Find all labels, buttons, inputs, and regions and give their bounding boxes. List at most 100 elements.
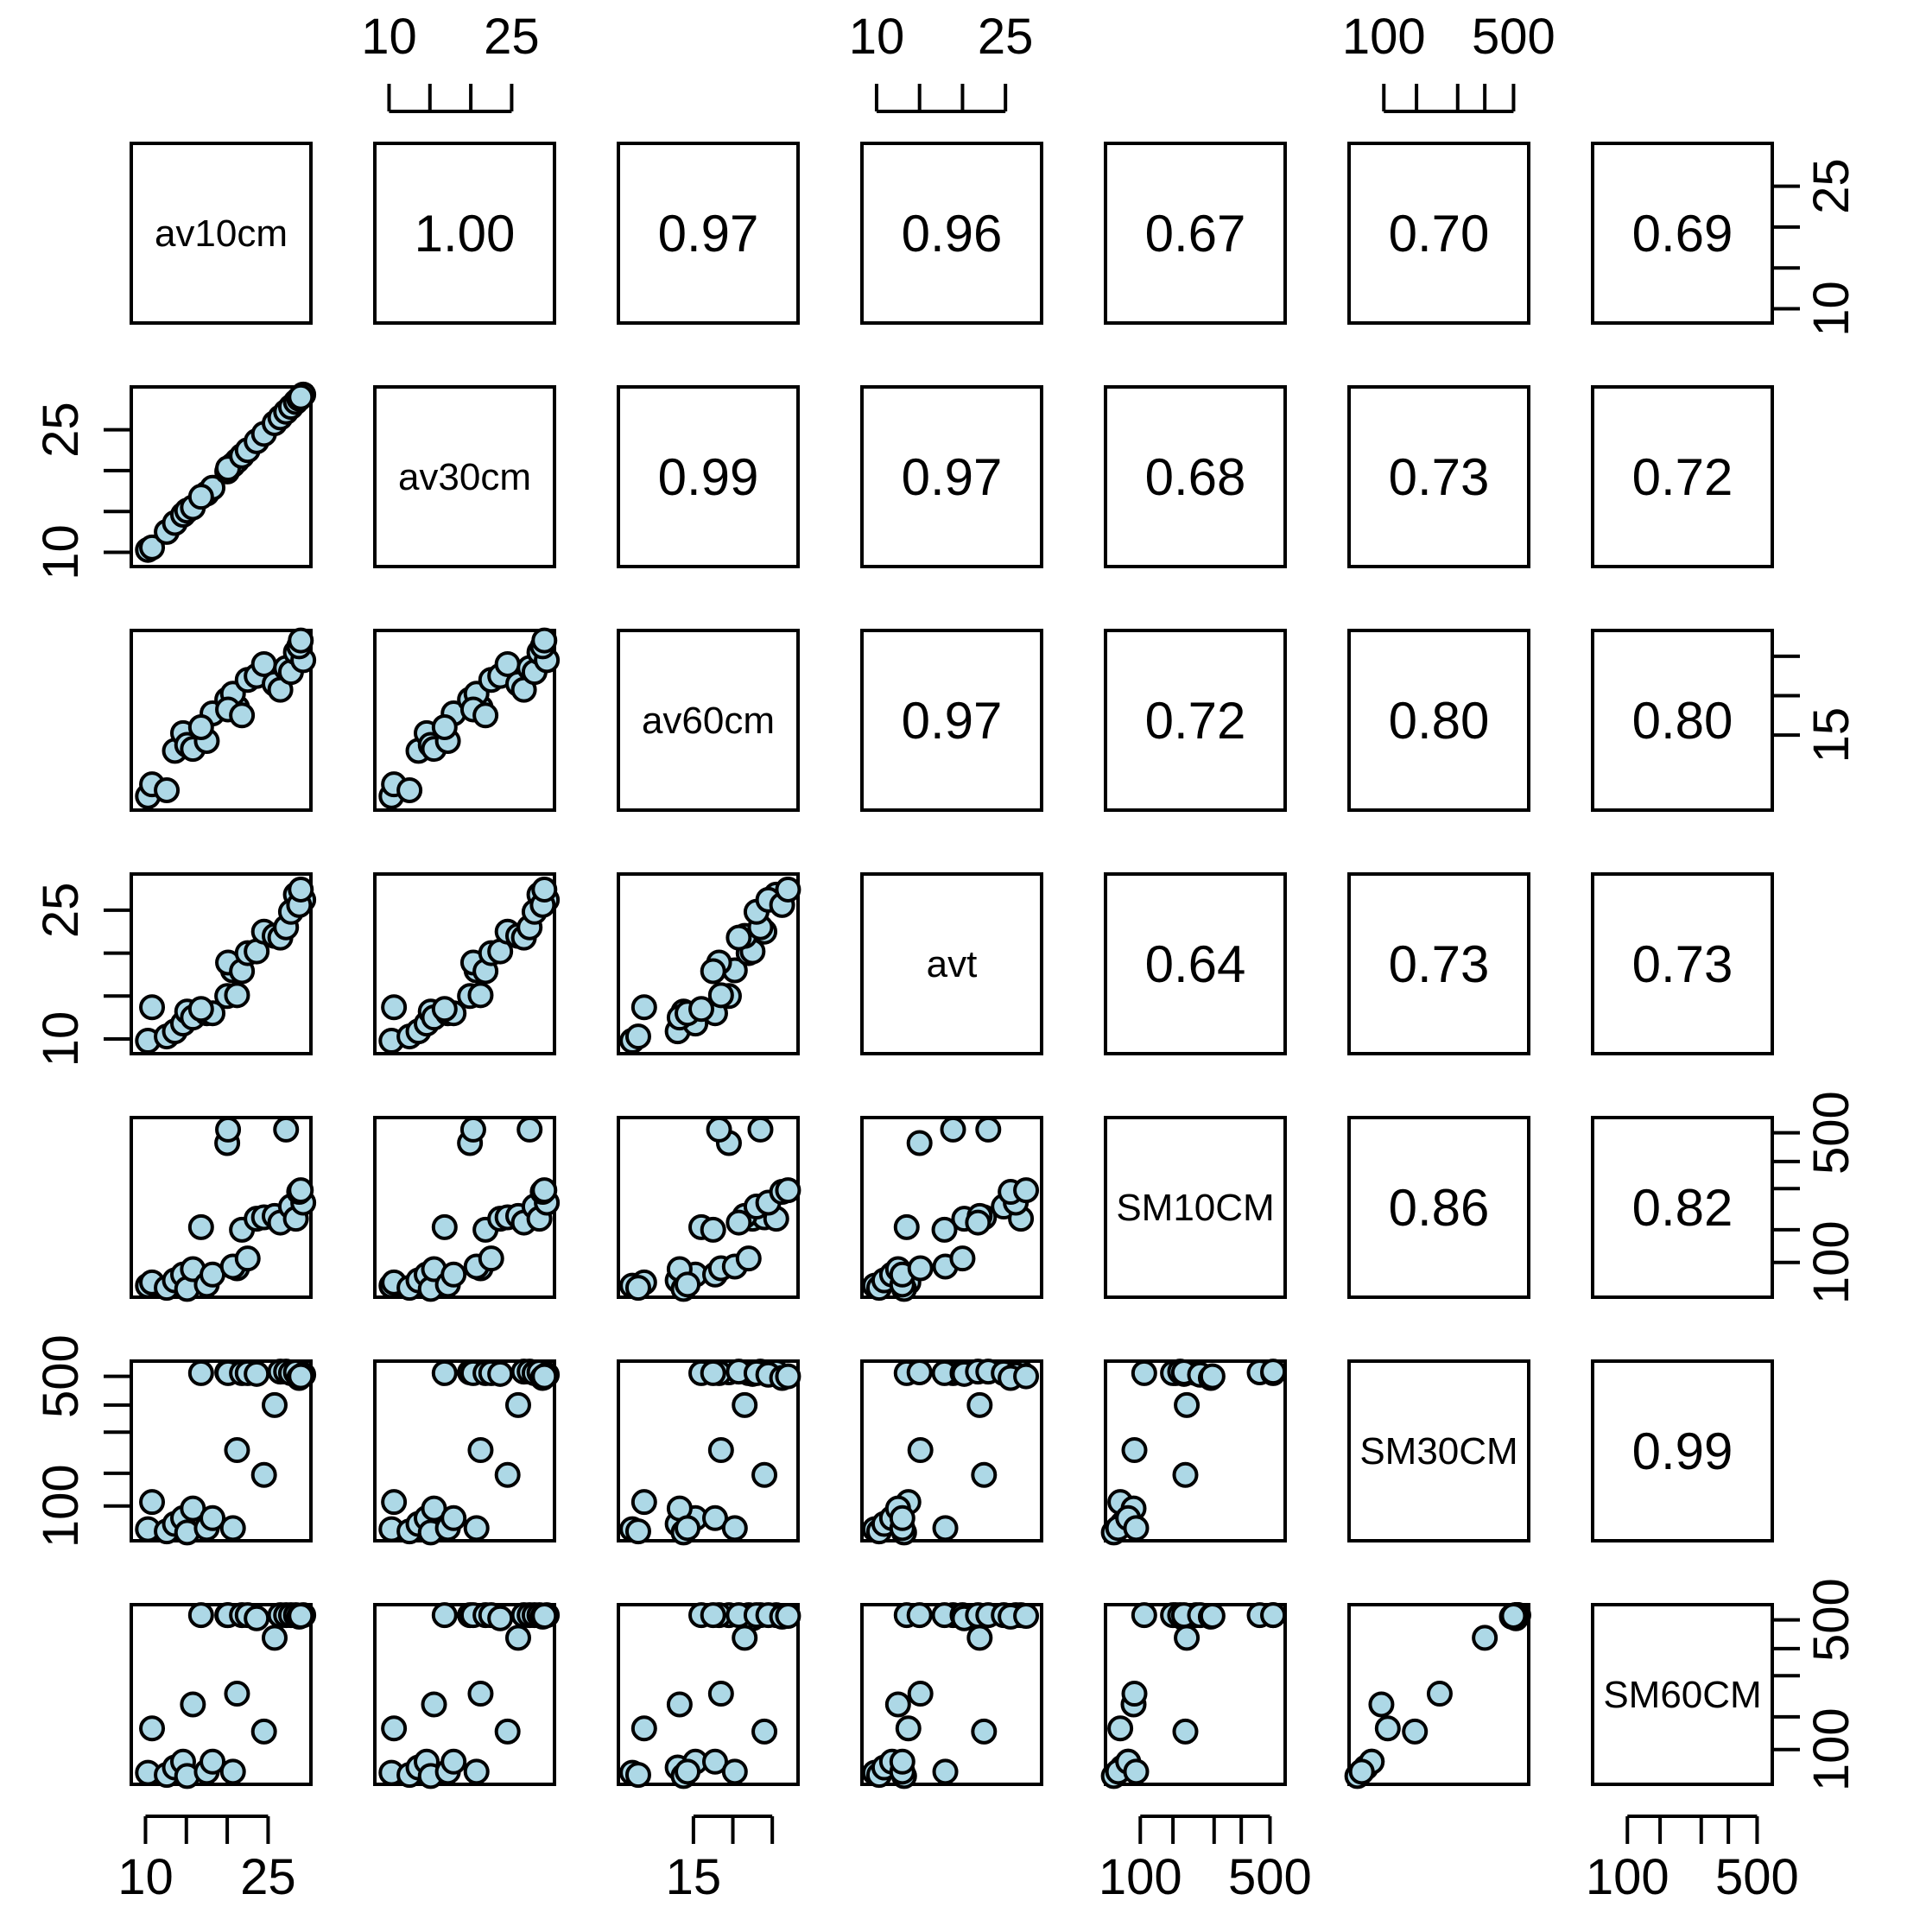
correlation-label-1-2: 0.99 [658, 448, 759, 506]
point-5-2-1 [630, 1489, 657, 1516]
point-5-4-18 [1174, 1391, 1201, 1418]
panel-frame-5-2 [617, 1359, 800, 1542]
correlation-label-0-2: 0.97 [658, 205, 759, 263]
point-1-0-9 [187, 484, 214, 510]
point-5-3-10 [906, 1359, 933, 1386]
point-6-3-1 [895, 1715, 922, 1742]
correlation-label-0-5: 0.70 [1389, 205, 1490, 263]
panel-frame-2-2 [617, 629, 800, 812]
point-6-5-25 [1500, 1603, 1527, 1630]
point-5-0-11 [224, 1437, 250, 1464]
point-6-1-16 [487, 1605, 514, 1631]
point-6-1-25 [531, 1603, 558, 1630]
point-5-0-18 [261, 1391, 288, 1418]
point-6-4-17 [1172, 1718, 1199, 1745]
point-5-1-12 [463, 1515, 490, 1542]
point-6-0-25 [288, 1603, 314, 1630]
point-4-2-19 [725, 1209, 752, 1236]
point-5-1-8 [440, 1504, 467, 1531]
y-tick-label-left-5-0: 100 [33, 1464, 89, 1548]
point-4-0-13 [215, 1116, 242, 1143]
point-5-3-12 [932, 1515, 959, 1542]
point-4-3-9 [893, 1213, 920, 1240]
point-6-4-1 [1107, 1715, 1134, 1742]
x-tick-label-top-3-3: 25 [978, 9, 1034, 65]
panel-frame-3-3 [860, 872, 1043, 1055]
point-5-4-15 [1131, 1359, 1157, 1386]
point-4-3-13 [940, 1116, 966, 1143]
y-tick-label-left-5-4: 500 [33, 1334, 89, 1418]
point-6-3-25 [1013, 1603, 1040, 1630]
point-6-2-14 [700, 1602, 726, 1629]
point-6-2-17 [751, 1718, 778, 1745]
panel-frame-5-6 [1591, 1359, 1774, 1542]
correlation-label-4-5: 0.86 [1389, 1179, 1490, 1237]
point-6-2-1 [630, 1715, 657, 1742]
panel-frame-1-2 [617, 385, 800, 568]
point-3-2-25 [775, 876, 801, 903]
point-1-0-1 [139, 534, 166, 561]
point-6-5-12 [1348, 1758, 1375, 1785]
correlation-label-1-3: 0.97 [902, 448, 1003, 506]
point-5-1-11 [467, 1437, 494, 1464]
point-4-1-9 [431, 1213, 458, 1240]
panel-frame-2-1 [373, 629, 556, 812]
point-6-2-12 [721, 1758, 748, 1785]
point-5-2-25 [775, 1363, 801, 1390]
point-4-3-10 [906, 1130, 933, 1156]
point-6-4-20 [1260, 1602, 1287, 1629]
point-5-0-12 [219, 1515, 246, 1542]
point-6-1-11 [467, 1681, 494, 1707]
point-6-0-8 [200, 1748, 226, 1775]
point-3-2-9 [688, 996, 715, 1023]
point-5-0-16 [244, 1360, 270, 1387]
point-3-1-11 [467, 982, 494, 1009]
panel-frame-5-5 [1347, 1359, 1530, 1542]
point-6-5-1 [1374, 1715, 1401, 1742]
point-4-1-13 [459, 1116, 486, 1143]
point-6-4-11 [1121, 1681, 1148, 1707]
point-6-0-12 [219, 1758, 246, 1785]
panel-frame-4-4 [1104, 1116, 1287, 1299]
point-6-1-8 [440, 1748, 467, 1775]
panel-frame-0-4 [1104, 142, 1287, 325]
point-4-0-20 [273, 1116, 300, 1143]
point-5-3-25 [1013, 1363, 1040, 1390]
correlation-label-2-4: 0.72 [1145, 692, 1246, 750]
point-6-1-9 [431, 1602, 458, 1629]
point-5-4-20 [1260, 1359, 1287, 1385]
panel-frame-1-3 [860, 385, 1043, 568]
y-tick-label-left-3-0: 10 [33, 1011, 89, 1067]
panel-frame-0-0 [130, 142, 313, 325]
point-6-3-17 [971, 1718, 998, 1745]
x-tick-label-top-3-0: 10 [849, 9, 905, 65]
point-5-3-8 [889, 1504, 915, 1531]
variable-label-SM30CM: SM30CM [1359, 1430, 1517, 1473]
point-2-1-2 [396, 777, 423, 804]
point-6-3-8 [889, 1748, 915, 1775]
point-6-1-1 [381, 1715, 408, 1742]
correlation-label-2-5: 0.80 [1389, 692, 1490, 750]
point-4-1-8 [440, 1261, 467, 1288]
point-5-1-25 [531, 1363, 558, 1390]
correlation-label-2-6: 0.80 [1632, 692, 1733, 750]
correlation-label-3-5: 0.73 [1389, 935, 1490, 993]
panel-frame-0-2 [617, 142, 800, 325]
point-6-0-11 [224, 1681, 250, 1707]
panel-frame-3-5 [1347, 872, 1530, 1055]
point-3-2-1 [630, 994, 657, 1021]
point-2-0-14 [229, 702, 256, 729]
panel-frame-0-3 [860, 142, 1043, 325]
panel-frame-2-3 [860, 629, 1043, 812]
panel-frame-6-5 [1347, 1603, 1530, 1786]
point-5-4-17 [1172, 1461, 1199, 1488]
point-5-1-18 [504, 1391, 531, 1418]
correlation-label-0-4: 0.67 [1145, 205, 1246, 263]
panel-frame-4-5 [1347, 1116, 1530, 1299]
point-5-2-11 [707, 1437, 734, 1464]
point-6-4-18 [1174, 1625, 1201, 1651]
point-4-3-15 [949, 1245, 976, 1272]
panel-frame-2-4 [1104, 629, 1287, 812]
point-4-2-2 [624, 1275, 651, 1302]
